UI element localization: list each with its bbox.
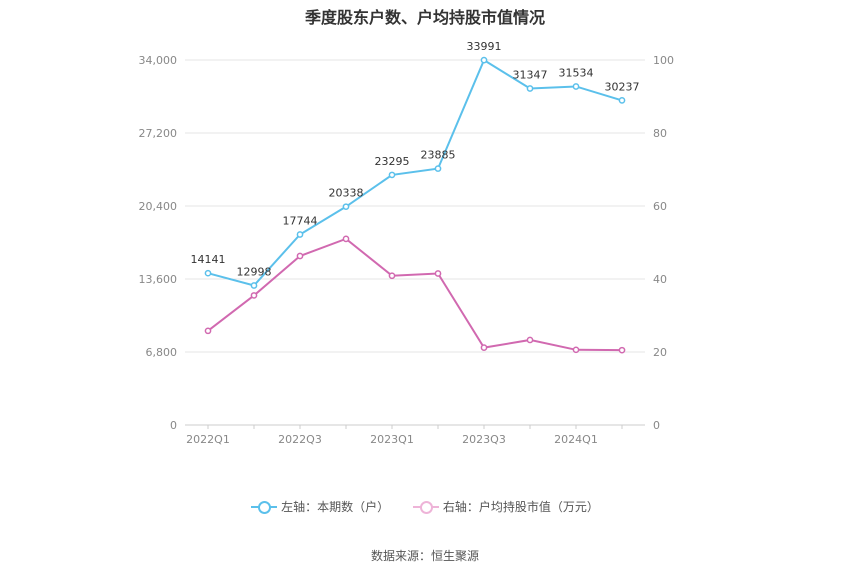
left-axis-tick-label: 34,000 [139, 54, 178, 67]
data-point [388, 171, 396, 179]
x-axis-tick-label: 2022Q3 [278, 433, 322, 446]
right-axis-tick-label: 60 [653, 200, 667, 213]
source-note: 数据来源：恒生聚源 [370, 549, 479, 563]
right-axis-tick-label: 100 [653, 54, 674, 67]
legend-item-avg-value[interactable]: 右轴：户均持股市值（万元） [412, 498, 599, 515]
data-label: 17744 [283, 215, 318, 228]
data-point [250, 282, 258, 289]
data-point [204, 327, 212, 335]
left-axis-tick-label: 27,200 [139, 127, 178, 140]
data-label: 23885 [421, 149, 456, 162]
chart-title: 季度股东户数、户均持股市值情况 [304, 8, 545, 27]
left-axis-tick-label: 0 [170, 419, 177, 432]
data-point [526, 336, 534, 344]
data-point [296, 231, 304, 238]
data-point [572, 83, 580, 90]
data-point [526, 85, 534, 92]
x-axis-tick-label: 2023Q3 [462, 433, 506, 446]
data-label: 20338 [329, 187, 364, 200]
series-line-0 [207, 58, 623, 287]
data-label: 14141 [191, 253, 226, 266]
left-axis-tick-label: 20,400 [139, 200, 178, 213]
data-point [572, 346, 580, 354]
data-point [480, 56, 488, 64]
data-label: 12998 [237, 265, 272, 278]
x-axis-tick-label: 2022Q1 [186, 433, 230, 446]
right-axis-tick-label: 40 [653, 273, 667, 286]
legend: 左轴：本期数（户） 右轴：户均持股市值（万元） [0, 498, 850, 517]
legend-label-households: 左轴：本期数（户） [281, 500, 390, 514]
legend-swatch-avg-value [412, 500, 439, 514]
data-label: 30237 [605, 80, 640, 93]
data-point [434, 165, 442, 172]
data-point [618, 97, 626, 104]
data-label: 31534 [559, 66, 594, 79]
right-axis-tick-label: 20 [653, 346, 667, 359]
series-line-1 [207, 237, 623, 352]
x-axis-tick-label: 2024Q1 [554, 433, 598, 446]
legend-swatch-households [251, 500, 278, 514]
legend-label-avg-value: 右轴：户均持股市值（万元） [442, 500, 599, 514]
data-point [250, 292, 258, 299]
data-point [388, 272, 396, 280]
line-chart: 0 0 6,800 20 13,600 40 20,400 60 27,200 80 34,000 1… [139, 40, 675, 446]
data-point [296, 252, 304, 260]
data-point [342, 235, 350, 243]
left-axis-tick-label: 13,600 [139, 273, 178, 286]
data-point [618, 346, 626, 354]
right-axis-tick-label: 80 [653, 127, 667, 140]
x-axis-tick-label: 2023Q1 [370, 433, 414, 446]
legend-item-households[interactable]: 左轴：本期数（户） [251, 498, 389, 515]
data-point [480, 344, 488, 351]
data-label: 33991 [467, 40, 502, 53]
data-point [434, 270, 442, 277]
right-axis-tick-label: 0 [653, 419, 660, 432]
left-axis-tick-label: 6,800 [146, 346, 178, 359]
data-label: 31347 [513, 68, 548, 81]
data-label: 23295 [375, 155, 410, 168]
data-point [204, 269, 212, 277]
data-point [342, 203, 350, 211]
